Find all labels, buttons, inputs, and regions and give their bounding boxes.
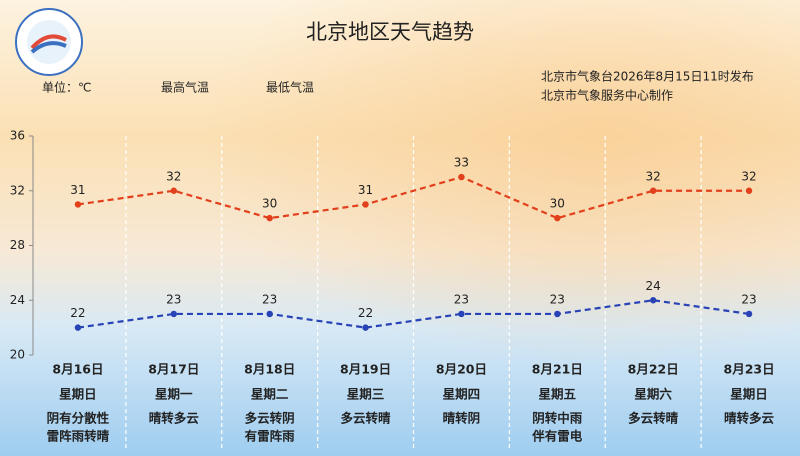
unit-label: 单位：℃ — [42, 80, 91, 95]
data-label: 31 — [70, 183, 85, 197]
x-tick-label: 8月16日 — [52, 362, 103, 377]
weather-label: 晴转多云 — [149, 411, 200, 426]
data-label: 30 — [262, 197, 277, 211]
weekday-label: 星期四 — [443, 387, 481, 402]
weekday-label: 星期五 — [539, 387, 577, 402]
data-label: 32 — [166, 169, 181, 183]
weather-label: 雷阵雨转晴 — [47, 429, 110, 444]
logo — [15, 8, 83, 76]
data-point — [458, 310, 465, 318]
data-label: 23 — [454, 292, 469, 306]
y-tick-label: 24 — [10, 293, 25, 307]
weather-label: 多云转晴 — [341, 411, 392, 426]
weather-label: 晴转阴 — [443, 411, 481, 426]
weather-label: 伴有雷电 — [531, 429, 583, 444]
weekday-label: 星期日 — [59, 387, 97, 402]
y-tick-label: 20 — [10, 348, 25, 362]
x-tick-label: 8月20日 — [436, 362, 487, 377]
data-label: 23 — [166, 292, 181, 306]
weather-label: 多云转晴 — [628, 411, 679, 426]
weather-label: 阴有分散性 — [47, 411, 110, 426]
data-label: 33 — [454, 156, 469, 170]
series-line — [77, 299, 750, 329]
legend-label: 最高气温 — [161, 80, 209, 95]
data-point — [74, 201, 82, 208]
data-point — [170, 310, 178, 318]
data-point — [74, 324, 82, 331]
weekday-label: 星期日 — [730, 387, 768, 402]
data-point — [745, 187, 753, 194]
weekday-label: 星期一 — [155, 387, 193, 402]
data-label: 32 — [741, 169, 756, 183]
data-label: 31 — [358, 183, 373, 197]
data-point — [649, 297, 657, 304]
x-tick-label: 8月17日 — [148, 362, 199, 377]
weather-label: 多云转阴 — [245, 411, 295, 426]
data-point — [362, 324, 369, 331]
x-tick-label: 8月21日 — [532, 362, 583, 377]
data-point — [266, 214, 273, 222]
y-tick-label: 36 — [10, 129, 25, 143]
x-tick-label: 8月18日 — [244, 362, 295, 377]
weekday-label: 星期六 — [634, 387, 672, 402]
data-label: 23 — [550, 292, 565, 306]
data-point — [362, 201, 369, 208]
data-point — [170, 187, 178, 194]
data-label: 22 — [358, 306, 373, 320]
issued-text: 北京市气象服务中心制作 — [541, 88, 673, 103]
data-label: 24 — [646, 279, 661, 293]
data-point — [554, 214, 561, 222]
data-label: 23 — [262, 292, 277, 306]
weather-label: 有雷阵雨 — [245, 429, 296, 444]
data-point — [649, 187, 657, 194]
data-label: 32 — [646, 169, 661, 183]
data-point — [266, 310, 273, 318]
weather-label: 阴转中雨 — [532, 411, 583, 426]
y-tick-label: 28 — [10, 238, 25, 252]
data-label: 23 — [741, 292, 756, 306]
data-label: 22 — [70, 306, 85, 320]
y-tick-label: 32 — [10, 183, 25, 197]
x-tick-label: 8月19日 — [340, 362, 391, 377]
data-point — [745, 310, 753, 318]
weather-label: 晴转多云 — [724, 411, 775, 426]
legend-label: 最低气温 — [266, 80, 314, 95]
x-tick-label: 8月22日 — [628, 362, 679, 377]
x-tick-label: 8月23日 — [724, 362, 775, 377]
chart-title: 北京地区天气趋势 — [306, 20, 474, 44]
series-line — [77, 175, 750, 220]
weekday-label: 星期三 — [347, 387, 385, 402]
data-point — [458, 173, 465, 181]
issued-text: 北京市气象台2026年8月15日11时发布 — [541, 69, 754, 84]
data-point — [554, 310, 561, 318]
weekday-label: 星期二 — [251, 387, 289, 402]
data-label: 30 — [550, 197, 565, 211]
